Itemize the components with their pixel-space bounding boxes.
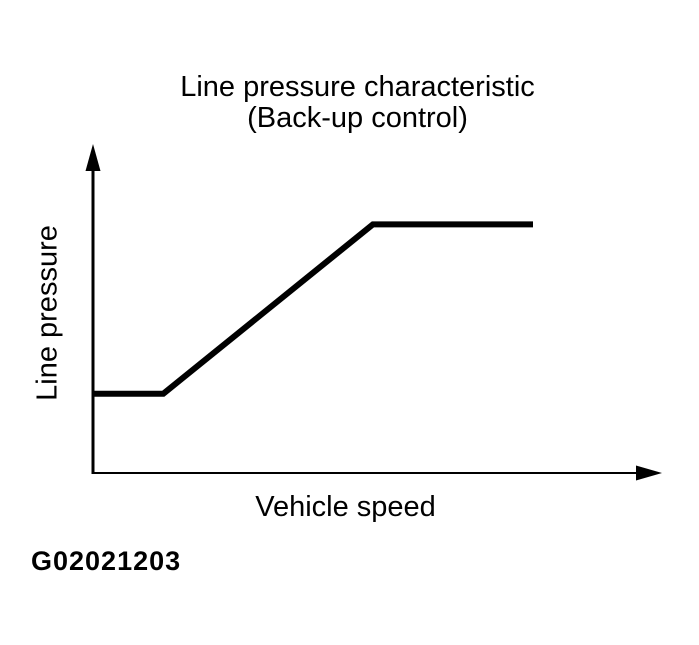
- chart-title: Line pressure characteristic (Back-up co…: [15, 72, 699, 134]
- x-axis-arrow-icon: [636, 465, 662, 481]
- y-axis-label: Line pressure: [31, 225, 64, 401]
- chart-title-line-2: (Back-up control): [247, 102, 468, 134]
- chart-title-line-1: Line pressure characteristic: [180, 71, 535, 103]
- pressure-curve: [93, 221, 533, 397]
- y-axis-arrow-icon: [85, 144, 101, 171]
- figure-id: G02021203: [31, 546, 182, 576]
- x-axis-label: Vehicle speed: [255, 491, 436, 523]
